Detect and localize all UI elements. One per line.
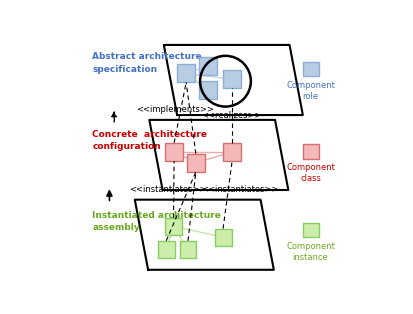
Text: Instantiated architecture
assembly: Instantiated architecture assembly bbox=[92, 211, 221, 232]
Text: Component
instance: Component instance bbox=[285, 241, 334, 262]
FancyBboxPatch shape bbox=[198, 57, 216, 75]
FancyBboxPatch shape bbox=[302, 223, 318, 237]
Text: Abstract architecture
specification: Abstract architecture specification bbox=[92, 52, 202, 74]
FancyBboxPatch shape bbox=[223, 143, 241, 161]
Text: <<instantiates>>: <<instantiates>> bbox=[201, 185, 278, 194]
Text: <<instantiates>>: <<instantiates>> bbox=[128, 185, 206, 194]
FancyBboxPatch shape bbox=[302, 62, 318, 76]
FancyBboxPatch shape bbox=[165, 143, 183, 161]
Text: <<implements>>: <<implements>> bbox=[136, 105, 214, 114]
FancyBboxPatch shape bbox=[198, 81, 216, 99]
FancyBboxPatch shape bbox=[302, 144, 318, 159]
Text: Component
role: Component role bbox=[285, 81, 334, 101]
FancyBboxPatch shape bbox=[157, 241, 174, 258]
Text: <<realizes>>: <<realizes>> bbox=[201, 111, 261, 120]
Text: Component
class: Component class bbox=[285, 163, 334, 183]
FancyBboxPatch shape bbox=[177, 64, 195, 82]
FancyBboxPatch shape bbox=[179, 241, 196, 258]
FancyBboxPatch shape bbox=[165, 218, 181, 235]
FancyBboxPatch shape bbox=[186, 154, 204, 172]
Text: Concrete  architecture
configuration: Concrete architecture configuration bbox=[92, 130, 207, 151]
FancyBboxPatch shape bbox=[223, 70, 241, 89]
FancyBboxPatch shape bbox=[214, 229, 231, 246]
